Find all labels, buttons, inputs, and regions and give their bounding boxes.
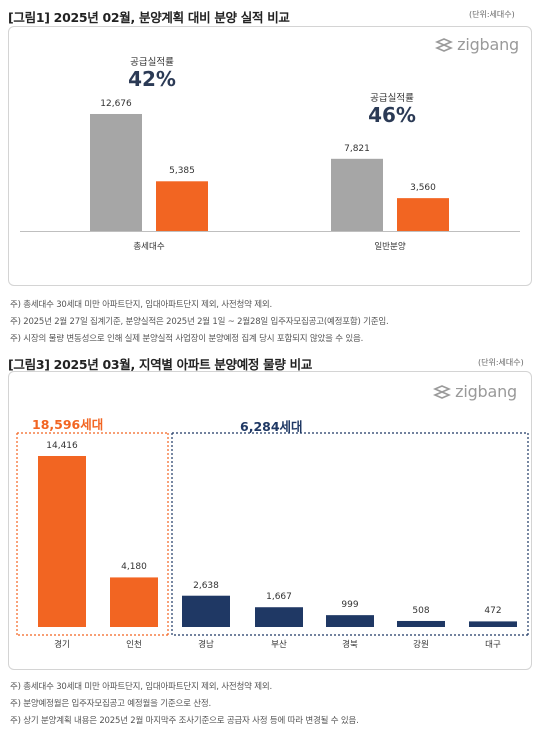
- chart1-category-label: 총세대수: [133, 242, 165, 252]
- chart3-bar: [110, 577, 158, 627]
- chart3-bar: [255, 607, 303, 627]
- zigbang-logo-icon: [433, 384, 452, 399]
- chart1-bar: [156, 181, 208, 231]
- chart1-bar: [331, 158, 383, 231]
- chart3-value-label: 999: [341, 600, 359, 611]
- group-label-metro: 18,596세대: [32, 417, 104, 432]
- chart3-category-label: 경기: [54, 640, 70, 650]
- figure3-note-2: 주) 분양예정월은 입주자모집공고 예정월을 기준으로 산정.: [10, 699, 212, 709]
- chart3-value-label: 472: [484, 606, 502, 617]
- rate-value: 42%: [128, 67, 176, 91]
- chart3-category-label: 부산: [271, 640, 287, 650]
- chart1-value-label: 3,560: [410, 183, 436, 194]
- figure3-title: [그림3] 2025년 03월, 지역별 아파트 분양예정 물량 비교: [8, 357, 313, 372]
- chart3-category-label: 경남: [198, 640, 214, 650]
- chart3-category-label: 인천: [126, 640, 142, 650]
- figure1-note-2: 주) 2025년 2월 27일 집계기준, 분양실적은 2025년 2월 1일 …: [10, 317, 389, 327]
- chart3-value-label: 4,180: [121, 562, 147, 573]
- zigbang-logo: zigbang: [433, 382, 517, 401]
- chart3-value-label: 14,416: [46, 440, 78, 451]
- chart3-category-label: 강원: [413, 640, 429, 650]
- figure1-rate-total: 공급실적률 42%: [128, 54, 176, 90]
- rate-value: 46%: [368, 103, 416, 127]
- rate-label: 공급실적률: [130, 57, 174, 68]
- figure1-rate-general: 공급실적률 46%: [368, 90, 416, 126]
- chart3-bar: [182, 595, 230, 627]
- chart3-bar: [38, 455, 86, 627]
- chart3-value-label: 1,667: [266, 592, 292, 603]
- zigbang-logo-icon: [435, 37, 454, 52]
- figure1-note-3: 주) 시장의 물량 변동성으로 인해 실제 분양실적 사업장이 분양예정 집계 …: [10, 334, 364, 344]
- chart3-bar: [469, 621, 517, 627]
- chart3-bar: [397, 620, 445, 627]
- chart1-bar: [397, 198, 449, 231]
- figure1-title: [그림1] 2025년 02월, 분양계획 대비 분양 실적 비교: [8, 10, 290, 25]
- chart1-value-label: 12,676: [100, 98, 132, 109]
- figure1-unit: (단위:세대수): [469, 10, 515, 19]
- rate-label: 공급실적률: [370, 93, 414, 104]
- chart1-value-label: 7,821: [344, 143, 370, 154]
- chart3-category-label: 대구: [485, 640, 501, 650]
- figure3-note-1: 주) 총세대수 30세대 미만 아파트단지, 임대아파트단지 제외, 사전청약 …: [10, 682, 273, 692]
- logo-text: zigbang: [455, 382, 517, 401]
- chart3-value-label: 2,638: [193, 580, 219, 591]
- chart1-category-label: 일반분양: [374, 242, 406, 252]
- chart1-value-label: 5,385: [169, 166, 195, 177]
- chart1-bar: [90, 113, 142, 231]
- logo-text: zigbang: [457, 35, 519, 54]
- group-label-regional: 6,284세대: [240, 419, 303, 434]
- chart3-bar: [326, 615, 374, 627]
- chart3-value-label: 508: [412, 605, 430, 616]
- figure3-unit: (단위:세대수): [478, 358, 524, 367]
- zigbang-logo: zigbang: [435, 35, 519, 54]
- figure1-note-1: 주) 총세대수 30세대 미만 아파트단지, 임대아파트단지 제외, 사전청약 …: [10, 300, 273, 310]
- figure3-note-3: 주) 상기 분양계획 내용은 2025년 2월 마지막주 조사기준으로 공급자 …: [10, 716, 359, 726]
- chart3-category-label: 경북: [342, 640, 358, 650]
- figure1-chart: [20, 113, 520, 232]
